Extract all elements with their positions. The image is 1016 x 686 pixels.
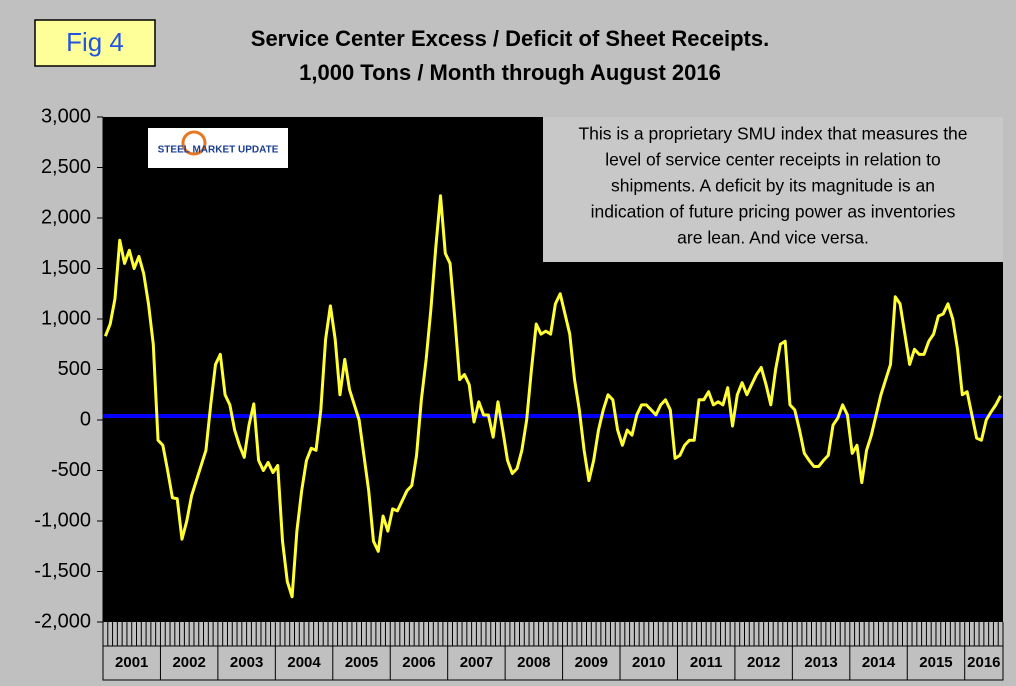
annotation-box	[543, 117, 1003, 262]
x-tick-label: 2008	[517, 654, 550, 671]
x-tick-label: 2016	[967, 654, 1000, 671]
figure-label: Fig 4	[66, 27, 124, 57]
annotation-text: level of service center receipts in rela…	[605, 150, 941, 170]
annotation-text: shipments. A deficit by its magnitude is…	[611, 176, 935, 196]
x-tick-label: 2010	[632, 654, 665, 671]
y-tick-label: -500	[51, 459, 91, 481]
x-tick-label: 2006	[402, 654, 435, 671]
x-tick-label: 2014	[862, 654, 896, 671]
x-tick-label: 2001	[115, 654, 148, 671]
figure-label-box	[34, 19, 156, 67]
x-tick-label: 2013	[804, 654, 837, 671]
y-tick-label: 2,000	[41, 206, 91, 228]
logo-swoosh	[181, 130, 207, 156]
y-tick-label: -1,000	[34, 509, 91, 531]
y-tick-label: 0	[80, 408, 91, 430]
logo: STEEL MARKET UPDATE	[158, 145, 279, 156]
annotation-text: are lean. And vice versa.	[677, 228, 869, 248]
chart-title: Service Center Excess / Deficit of Sheet…	[251, 26, 769, 51]
x-tick-label: 2003	[230, 654, 263, 671]
logo-box	[148, 128, 288, 168]
x-tick-label: 2005	[345, 654, 378, 671]
y-tick-label: 3,000	[41, 105, 91, 127]
y-tick-label: 2,500	[41, 156, 91, 178]
y-tick-label: 1,500	[41, 257, 91, 279]
x-tick-label: 2011	[690, 654, 723, 671]
y-tick-label: -2,000	[34, 610, 91, 632]
annotation-text: indication of future pricing power as in…	[591, 202, 956, 222]
x-tick-label: 2007	[460, 654, 493, 671]
y-tick-label: 1,000	[41, 307, 91, 329]
x-tick-label: 2002	[172, 654, 205, 671]
chart-title: 1,000 Tons / Month through August 2016	[299, 60, 721, 85]
y-tick-label: -1,500	[34, 560, 91, 582]
x-tick-label: 2004	[287, 654, 321, 671]
x-tick-label: 2012	[747, 654, 780, 671]
y-tick-label: 500	[58, 358, 91, 380]
annotation-text: This is a proprietary SMU index that mea…	[578, 124, 967, 144]
data-line	[103, 194, 1002, 599]
x-tick-label: 2009	[575, 654, 608, 671]
x-tick-label: 2015	[919, 654, 952, 671]
